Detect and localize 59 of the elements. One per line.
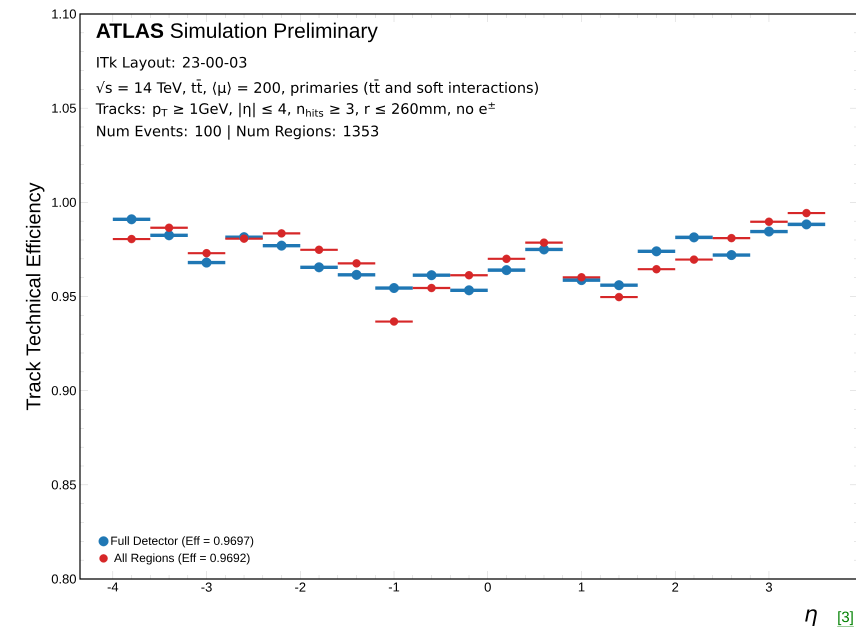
point <box>726 250 736 260</box>
annotation: Tracks: p$_{T}$ ≥ 1GeV, |η| ≤ 4, n$_{hits}$ ≥ 3, r ≤ 260mm, no e$^{±}$ <box>96 102 495 118</box>
point <box>426 270 437 280</box>
point <box>427 284 436 292</box>
point <box>127 234 136 244</box>
point <box>390 317 398 326</box>
point <box>164 230 174 240</box>
x-tick-label: -1 <box>388 582 400 592</box>
point <box>614 280 624 290</box>
point <box>389 283 400 294</box>
point <box>690 255 698 264</box>
x-tick-label: 1 <box>578 582 584 592</box>
point <box>614 292 624 302</box>
point <box>501 265 512 276</box>
point <box>314 246 324 254</box>
y-tick-label: 0.85 <box>52 480 76 490</box>
point <box>202 258 212 268</box>
legend-label: Full Detector (Eff = 0.9697) <box>111 536 254 548</box>
point <box>464 271 474 280</box>
point <box>464 285 474 296</box>
point <box>688 232 699 242</box>
point <box>801 219 812 230</box>
x-axis-title: η <box>805 609 817 626</box>
annotation: ITk Layout: 23-00-03 <box>97 56 246 71</box>
legend-label: All Regions (Eff = 0.9692) <box>114 553 250 565</box>
y-tick-label: 1.00 <box>52 198 76 207</box>
point <box>314 262 324 272</box>
y-tick-label: 0.80 <box>52 574 76 584</box>
point <box>764 218 774 226</box>
y-tick-label: 0.90 <box>52 386 76 396</box>
point <box>352 259 361 268</box>
point <box>727 234 736 242</box>
point <box>577 273 586 282</box>
point <box>764 226 774 237</box>
x-tick-label: -3 <box>201 582 212 592</box>
point <box>651 246 662 256</box>
point <box>277 229 286 238</box>
y-axis-title: Track Technical Efficiency <box>26 182 44 410</box>
annotation: Num Events: 100 | Num Regions: 1353 <box>97 125 378 140</box>
y-tick-label: 0.95 <box>52 292 76 302</box>
point <box>276 240 287 251</box>
point <box>352 270 362 280</box>
text: [3] <box>838 611 853 626</box>
y-tick-label: 1.05 <box>52 104 76 113</box>
point <box>126 214 137 224</box>
x-tick-label: -4 <box>108 582 118 592</box>
x-tick-label: 3 <box>766 582 772 592</box>
x-tick-label: -2 <box>295 582 306 592</box>
point <box>164 224 174 232</box>
point <box>802 208 811 218</box>
x-tick-label: 0 <box>484 582 491 592</box>
point <box>202 248 211 258</box>
annotation: √s = 14 TeV, tt̄, ⟨μ⟩ = 200, primaries (tt̄ and soft interactions) <box>96 79 538 96</box>
x-tick-label: 2 <box>672 582 678 592</box>
point <box>502 254 511 264</box>
chart-title: ATLAS Simulation Preliminary <box>96 22 378 42</box>
point <box>652 264 661 274</box>
point <box>540 238 548 247</box>
y-tick-label: 1.10 <box>52 9 76 19</box>
